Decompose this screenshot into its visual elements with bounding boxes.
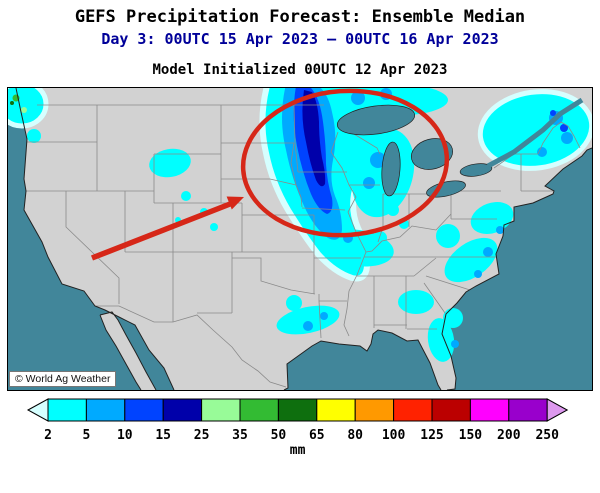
forecast-period: Day 3: 00UTC 15 Apr 2023 — 00UTC 16 Apr … [101, 30, 499, 48]
colorbar-segment [277, 398, 318, 422]
colorbar-segment [431, 398, 471, 422]
page-title: GEFS Precipitation Forecast: Ensemble Me… [74, 7, 526, 27]
colorbar-tick-label: 65 [309, 428, 325, 443]
baja-peninsula [100, 312, 156, 390]
watermark: © World Ag Weather [9, 371, 117, 387]
precip-pnw [8, 88, 49, 129]
highlight-ellipse [240, 88, 450, 238]
colorbar-tick-label: 15 [155, 428, 171, 443]
international-borders [37, 104, 581, 388]
annotation [90, 88, 450, 261]
colorbar-tick-label: 5 [82, 428, 90, 443]
colorbar-tick-label: 2 [44, 428, 52, 443]
colorbar-segment [354, 398, 395, 422]
st-lawrence-river [486, 97, 584, 169]
colorbar-segment [47, 398, 87, 422]
colorbar-segment [85, 398, 126, 422]
colorbar-segment [239, 398, 279, 422]
colorbar-tick-label: 25 [194, 428, 210, 443]
colorbar-tick-label: 125 [420, 428, 443, 443]
model-init-line: Model Initialized 00UTC 12 Apr 2023 [152, 62, 448, 78]
colorbar-tick-label: 250 [535, 428, 559, 443]
highlight-arrow-shaft [90, 201, 232, 261]
colorbar-tick-label: 10 [117, 428, 133, 443]
colorbar-segment [469, 398, 510, 422]
highlight-arrow-head [226, 196, 244, 210]
lake-michigan [381, 141, 401, 197]
colorbar-tick-label: 200 [497, 428, 521, 443]
lake-ontario [459, 163, 493, 177]
map-frame: © World Ag Weather [7, 87, 593, 391]
colorbar: 2 5 10 15 25 35 50 65 80 100 125 150 200 250 mm [8, 398, 592, 456]
state-borders [26, 104, 581, 388]
colorbar-tip-low [26, 398, 49, 422]
colorbar-segment [316, 398, 356, 422]
colorbar-segment [508, 398, 548, 422]
us-precipitation-map [8, 88, 592, 390]
colorbar-segment [201, 398, 241, 422]
precip-southeast [398, 290, 434, 314]
colorbar-tick-label: 100 [382, 428, 406, 443]
colorbar-tick-label: 80 [347, 428, 363, 443]
colorbar-tick-label: 150 [459, 428, 483, 443]
precip-intense-core [302, 90, 326, 187]
colorbar-tick-label: 50 [271, 428, 287, 443]
lake-huron [410, 138, 454, 170]
colorbar-tick-label: 35 [232, 428, 248, 443]
precip-n-rockies [149, 148, 191, 178]
colorbar-segment [393, 398, 433, 422]
colorbar-segment [124, 398, 164, 422]
coastline [15, 88, 592, 390]
lake-superior [336, 104, 416, 136]
colorbar-unit-label: mm [290, 443, 306, 456]
colorbar-tip-high [546, 398, 569, 422]
header: GEFS Precipitation Forecast: Ensemble Me… [0, 7, 600, 78]
great-lakes [336, 97, 584, 198]
colorbar-segment [162, 398, 203, 422]
